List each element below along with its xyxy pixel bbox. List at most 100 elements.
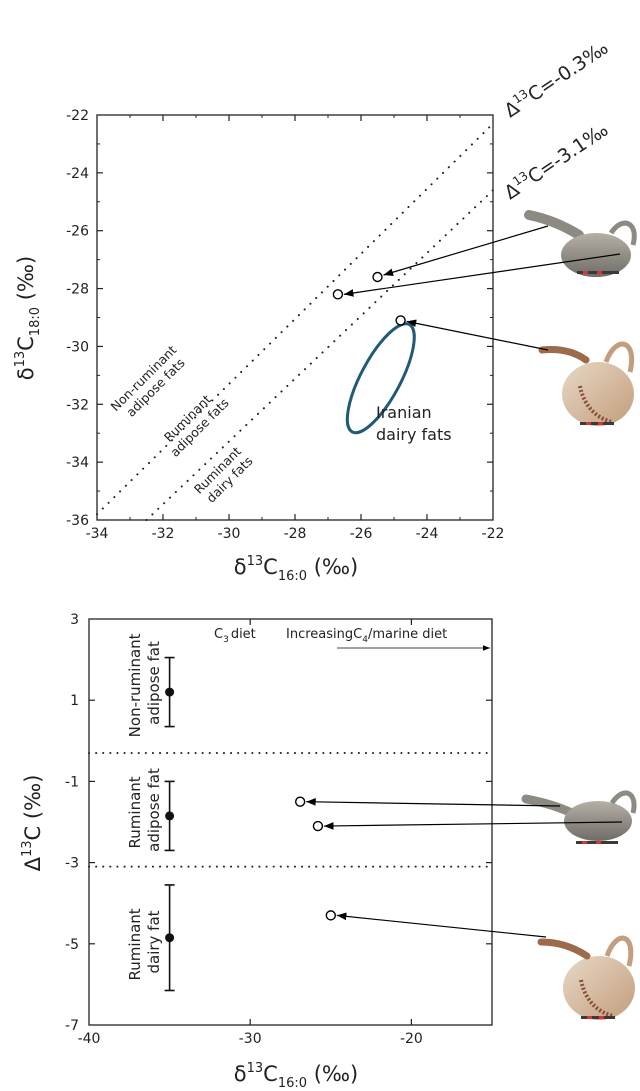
light-jar-photo-top xyxy=(520,326,637,428)
c4-diet-label: IncreasingC4/marine diet xyxy=(286,627,447,645)
top-xtick-label: -32 xyxy=(152,526,175,542)
top-ytick-label: -36 xyxy=(66,513,89,529)
delta-label-post: C=-0.3‰ xyxy=(524,37,612,107)
arrow-bottom-jar1-point2 xyxy=(323,821,623,830)
bottom-y-axis-label: Δ13C (‰) xyxy=(20,775,45,872)
top-ellipse-layer xyxy=(345,322,416,435)
top-ytick-label: -24 xyxy=(66,166,89,182)
top-sample-point-2 xyxy=(395,315,406,326)
reference-point-0 xyxy=(165,687,175,697)
top-plot-frame xyxy=(96,114,494,521)
arrow-top-jar2-point xyxy=(406,319,549,351)
bottom-region-label-ruminant-adipose: Ruminant adipose fat xyxy=(126,768,163,852)
top-xtick-label: -28 xyxy=(284,526,307,542)
bottom-sample-point-0 xyxy=(294,796,306,807)
top-xtick-label: -30 xyxy=(218,526,241,542)
photo-arrows xyxy=(306,225,623,938)
bottom-xlabel-main: δ xyxy=(234,1062,247,1086)
delta-reference-line-0 xyxy=(96,122,494,516)
top-ytick-label: -22 xyxy=(66,108,89,124)
top-xlabel-sup: 13 xyxy=(247,554,264,569)
top-chart: -34 -32 -30 -28 -26 -24 -22 -22 -24 -26 -28 -30 -32 -… xyxy=(13,35,612,584)
bottom-ylabel-unit: (‰) xyxy=(21,775,45,826)
bottom-region-ruminant-dairy-line1: Ruminant xyxy=(126,908,144,980)
c4-post: /marine diet xyxy=(368,627,447,642)
ellipse-label: Iranian dairy fats xyxy=(376,403,452,444)
reference-point-2 xyxy=(165,933,175,943)
bottom-region-nonruminant-line2: adipose fat xyxy=(145,641,163,725)
bottom-plot-frame xyxy=(88,618,493,1026)
top-ytick-label: -26 xyxy=(66,224,89,240)
bottom-data-points xyxy=(294,796,336,921)
bottom-ylabel-sup: 13 xyxy=(20,841,35,858)
top-xtick-label: -22 xyxy=(482,526,505,542)
top-xlabel-main: δ xyxy=(234,555,247,579)
c3-diet-label: C3 diet xyxy=(214,627,256,645)
bottom-reference-points xyxy=(164,656,175,992)
bottom-ylabel-c: C xyxy=(21,826,45,841)
top-ylabel-main: δ xyxy=(14,367,38,380)
bottom-region-label-ruminant-dairy: Ruminant dairy fat xyxy=(126,904,163,981)
ellipse-label-line1: Iranian xyxy=(376,403,432,422)
bottom-region-ruminant-dairy-line2: dairy fat xyxy=(145,910,163,973)
top-reference-lines xyxy=(96,122,494,521)
top-data-points xyxy=(332,271,406,326)
c3-pre: C xyxy=(214,627,223,642)
bottom-ytick-label: 3 xyxy=(70,612,79,628)
arrow-bottom-jar2-point xyxy=(336,912,547,938)
bottom-sample-point-1 xyxy=(312,820,324,832)
top-xtick-label: -34 xyxy=(86,526,109,542)
iranian-dairy-ellipse xyxy=(345,322,416,435)
delta-line-label-0-3: Δ13C=-0.3‰ xyxy=(499,35,612,122)
top-xlabel-unit: (‰) xyxy=(307,555,358,579)
arrow-bottom-jar1-point1 xyxy=(306,798,561,807)
dark-jar-photo-bottom xyxy=(520,777,637,847)
bottom-xlabel-sub: 16:0 xyxy=(278,1076,307,1091)
top-y-axis-label: δ13C18:0 (‰) xyxy=(13,256,43,381)
top-ylabel-c: C xyxy=(14,336,38,351)
top-ylabel-unit: (‰) xyxy=(14,256,38,307)
bottom-ytick-label: -7 xyxy=(65,1018,79,1034)
c3-sub: 3 xyxy=(223,635,229,645)
delta-reference-line-1 xyxy=(145,189,494,521)
bottom-ytick-label: -1 xyxy=(65,774,79,790)
dark-jar-photo-top xyxy=(521,205,637,282)
bottom-xtick-label: -30 xyxy=(239,1031,262,1047)
top-xlabel-c: C xyxy=(263,555,278,579)
bottom-ytick-label: -5 xyxy=(65,937,79,953)
bottom-ylabel-main: Δ xyxy=(21,856,45,871)
bottom-xtick-label: -40 xyxy=(78,1031,101,1047)
bottom-xlabel-c: C xyxy=(263,1062,278,1086)
bottom-region-ruminant-adipose-line2: adipose fat xyxy=(145,768,163,852)
top-ytick-label: -30 xyxy=(66,339,89,355)
top-xtick-label: -24 xyxy=(416,526,439,542)
top-region-label-ruminant-adipose: Ruminant adipose fats xyxy=(157,385,232,460)
top-ylabel-sup: 13 xyxy=(13,351,28,368)
top-ytick-label: -28 xyxy=(66,282,89,298)
c4-sub: 4 xyxy=(362,635,368,645)
arrow-top-jar1-point1 xyxy=(383,225,549,276)
top-sample-point-1 xyxy=(332,289,344,300)
top-ytick-label: -34 xyxy=(66,455,89,471)
reference-point-1 xyxy=(165,811,175,821)
c4-pre: IncreasingC xyxy=(286,627,362,642)
top-ytick-label: -32 xyxy=(66,397,89,413)
c3-post: diet xyxy=(231,627,256,642)
top-xtick-label: -26 xyxy=(350,526,373,542)
bottom-axis-ticks: -40 -30 -20 3 1 -1 -3 -5 -7 xyxy=(65,612,492,1047)
bottom-x-axis-label: δ13C16:0 (‰) xyxy=(234,1061,359,1091)
bottom-region-ruminant-adipose-line1: Ruminant xyxy=(126,776,144,848)
delta-label-post: C=-3.1‰ xyxy=(524,119,612,189)
bottom-xlabel-sup: 13 xyxy=(247,1061,264,1076)
top-ylabel-sub: 18:0 xyxy=(28,307,43,336)
arrow-top-jar1-point2 xyxy=(343,253,621,297)
bottom-xlabel-unit: (‰) xyxy=(307,1062,358,1086)
bottom-ytick-label: -3 xyxy=(65,856,79,872)
top-xlabel-sub: 16:0 xyxy=(278,569,307,584)
bottom-region-label-nonruminant: Non-ruminant adipose fat xyxy=(126,629,163,738)
bottom-region-nonruminant-line1: Non-ruminant xyxy=(126,633,144,737)
top-x-axis-label: δ13C16:0 (‰) xyxy=(234,554,359,584)
top-axis-ticks: -34 -32 -30 -28 -26 -24 -22 -22 -24 -26 -28 -30 -32 -… xyxy=(66,108,504,542)
